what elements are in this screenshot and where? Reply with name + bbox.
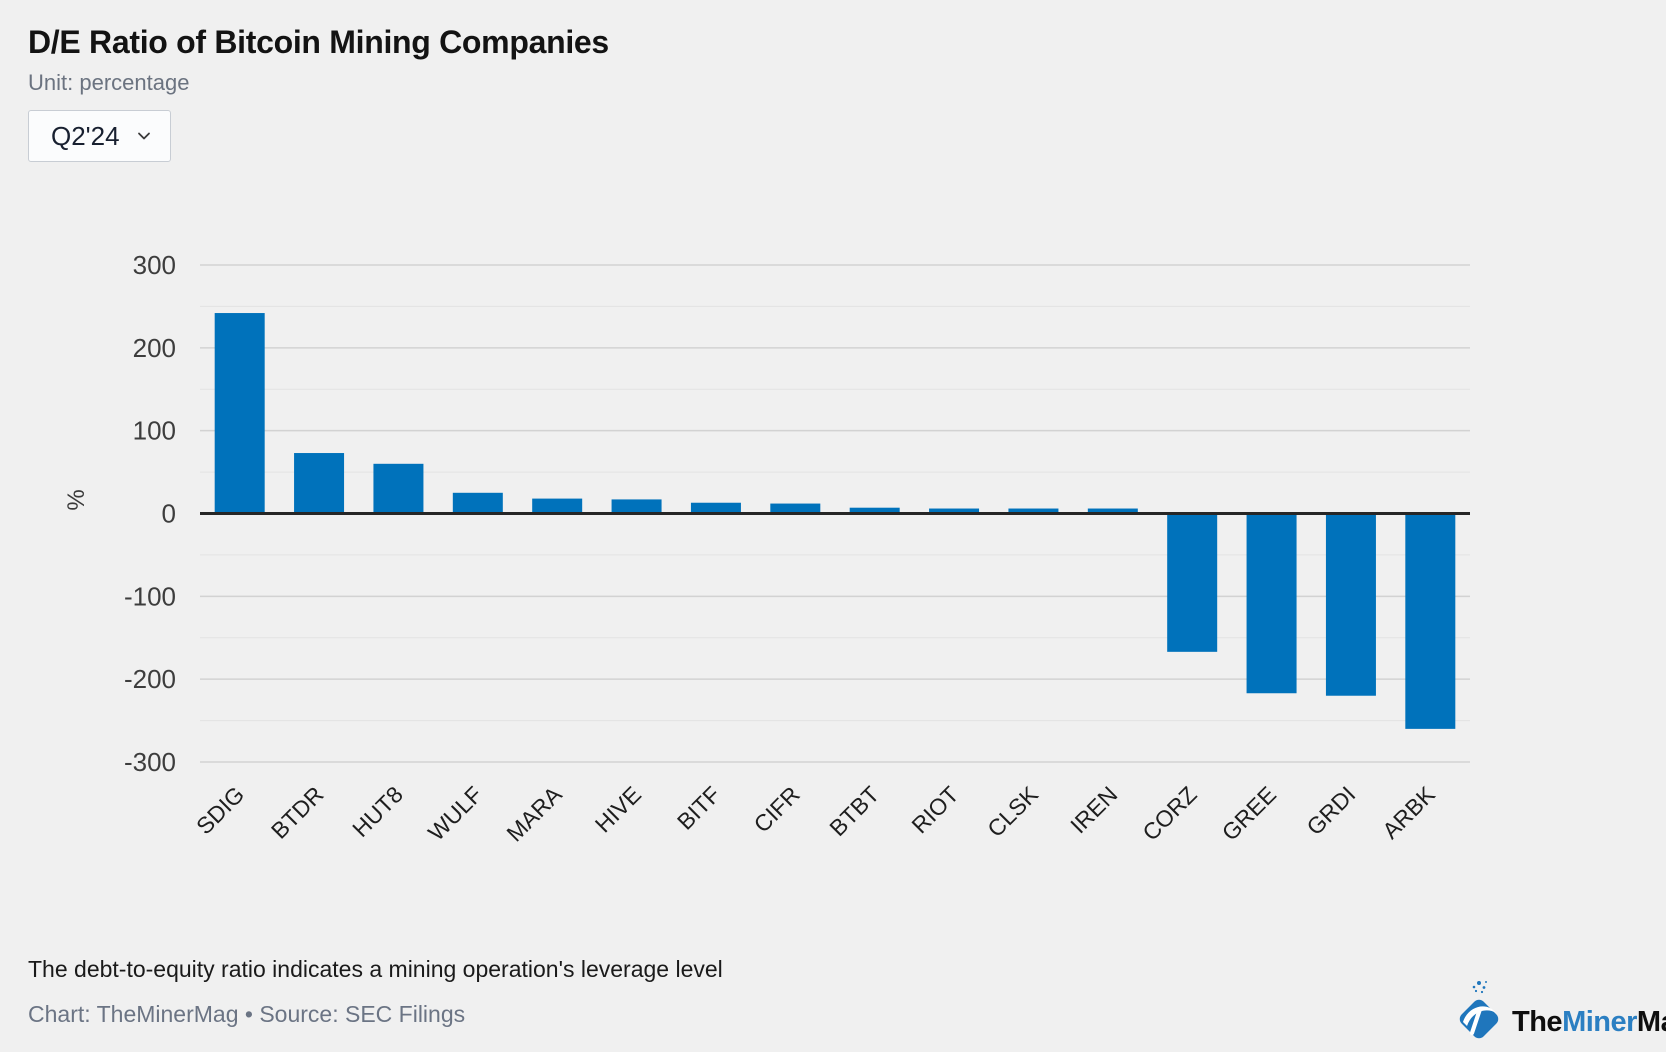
bar-HIVE bbox=[611, 499, 662, 514]
bar-chart: SDIG BTDR HUT8 WULF MARA HIVE BITF CIFR BTBT RIOT… bbox=[63, 250, 1470, 847]
x-axis-label-CIFR: CIFR bbox=[749, 781, 805, 837]
bar-BTDR bbox=[294, 453, 345, 514]
bar-ARBK bbox=[1405, 513, 1456, 729]
bar-GRDI bbox=[1325, 513, 1376, 696]
bar-BITF bbox=[690, 502, 741, 514]
x-axis-label-BTBT: BTBT bbox=[824, 781, 884, 841]
logo-text-part: Mag bbox=[1636, 1005, 1666, 1038]
y-tick-label-200: 200 bbox=[133, 333, 176, 363]
x-axis-label-MARA: MARA bbox=[501, 781, 567, 847]
bar-RIOT bbox=[929, 508, 980, 514]
period-dropdown-value: Q2'24 bbox=[51, 120, 120, 151]
logo-text: TheMinerMag bbox=[1512, 1006, 1666, 1039]
chart-note: The debt-to-equity ratio indicates a min… bbox=[28, 956, 723, 982]
logo-text-part: The bbox=[1512, 1005, 1563, 1038]
y-tick-label-100: 100 bbox=[133, 416, 176, 446]
x-axis-label-GRDI: GRDI bbox=[1301, 781, 1360, 840]
logo-text-part: Miner bbox=[1562, 1005, 1637, 1038]
chart-unit-subtitle: Unit: percentage bbox=[28, 70, 190, 95]
x-axis-label-HIVE: HIVE bbox=[590, 781, 646, 837]
chart-credit: Chart: TheMinerMag • Source: SEC Filings bbox=[28, 1001, 466, 1027]
x-axis-label-CLSK: CLSK bbox=[982, 781, 1043, 842]
bar-HUT8 bbox=[373, 463, 424, 514]
x-axis-label-GREE: GREE bbox=[1217, 781, 1281, 845]
page-title: D/E Ratio of Bitcoin Mining Companies bbox=[28, 24, 609, 60]
x-axis-label-BTDR: BTDR bbox=[266, 781, 329, 844]
bar-CLSK bbox=[1008, 508, 1059, 514]
chevron-down-icon bbox=[137, 132, 150, 140]
y-tick-label--300: -300 bbox=[124, 747, 176, 777]
y-tick-label-300: 300 bbox=[133, 250, 176, 280]
bar-BTBT bbox=[849, 507, 900, 514]
bar-WULF bbox=[452, 492, 503, 514]
x-axis-label-CORZ: CORZ bbox=[1137, 781, 1201, 845]
pickaxe-diamond-icon bbox=[1459, 981, 1499, 1039]
y-tick-label--100: -100 bbox=[124, 581, 176, 611]
bar-GREE bbox=[1246, 513, 1297, 694]
x-axis-label-IREN: IREN bbox=[1065, 781, 1122, 838]
x-axis-label-ARBK: ARBK bbox=[1377, 781, 1440, 844]
bar-CIFR bbox=[770, 503, 821, 514]
bar-CORZ bbox=[1167, 513, 1218, 652]
x-axis-label-SDIG: SDIG bbox=[191, 781, 249, 839]
x-axis-label-WULF: WULF bbox=[423, 781, 487, 845]
y-axis-unit-label: % bbox=[63, 489, 90, 510]
period-dropdown[interactable]: Q2'24 bbox=[28, 110, 171, 162]
y-tick-label-0: 0 bbox=[162, 499, 176, 529]
bar-SDIG bbox=[214, 313, 265, 514]
theminermag-logo: TheMinerMag bbox=[1452, 978, 1666, 1048]
y-tick-label--200: -200 bbox=[124, 664, 176, 694]
bar-MARA bbox=[532, 498, 583, 514]
x-axis-label-HUT8: HUT8 bbox=[347, 781, 408, 842]
bar-IREN bbox=[1087, 508, 1138, 514]
x-axis-label-BITF: BITF bbox=[672, 781, 726, 835]
x-axis-label-RIOT: RIOT bbox=[906, 781, 963, 838]
